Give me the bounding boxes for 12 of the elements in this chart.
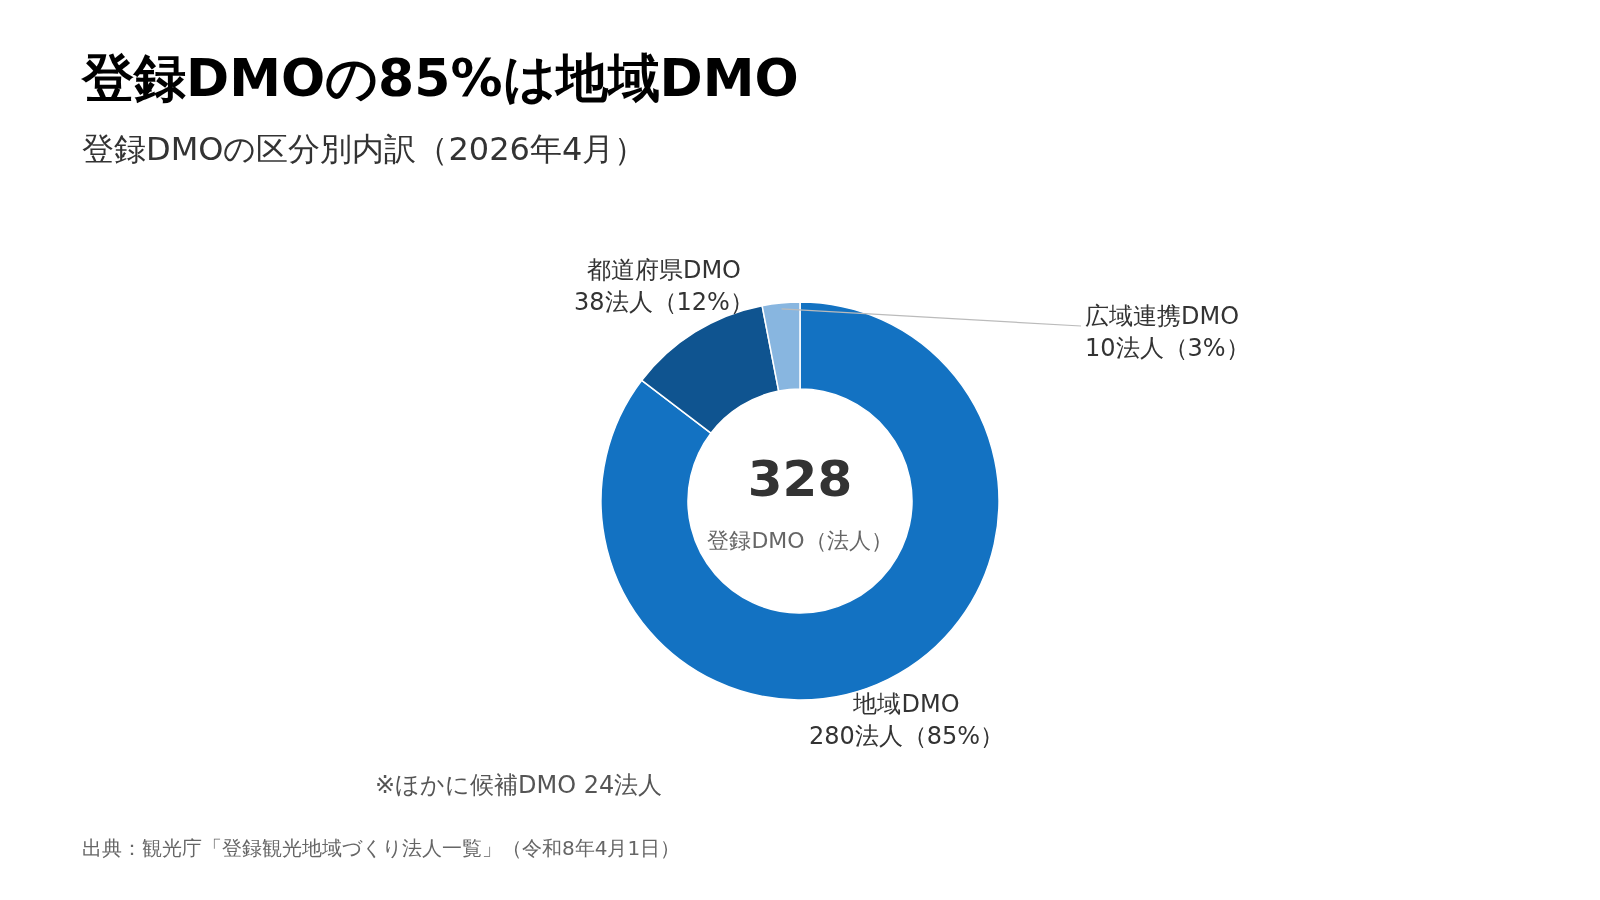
chart-title: 登録DMOの85%は地域DMO bbox=[80, 48, 799, 108]
slice-label: 都道府県DMO bbox=[586, 255, 741, 284]
data-label: 280法人（85%） bbox=[808, 722, 1005, 751]
text: ※ほかに候補DMO 24法人 bbox=[375, 771, 663, 799]
text: 登録DMO（法人） bbox=[707, 528, 893, 553]
source-note: 出典：観光庁「登録観光地域づくり法人一覧」（令和8年4月1日） bbox=[82, 836, 681, 860]
text: 328 bbox=[747, 450, 853, 508]
data-label: 38法人（12%） bbox=[573, 287, 754, 316]
slice-label: 広域連携DMO bbox=[1085, 302, 1240, 330]
data-label: 10法人（3%） bbox=[1085, 334, 1250, 362]
chart-subtitle: 登録DMOの区分別内訳（2026年4月） bbox=[82, 130, 647, 168]
slice-label: 地域DMO bbox=[852, 690, 960, 719]
